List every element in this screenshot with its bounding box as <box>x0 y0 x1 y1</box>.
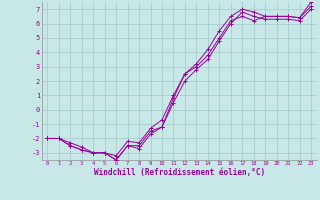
X-axis label: Windchill (Refroidissement éolien,°C): Windchill (Refroidissement éolien,°C) <box>94 168 265 177</box>
